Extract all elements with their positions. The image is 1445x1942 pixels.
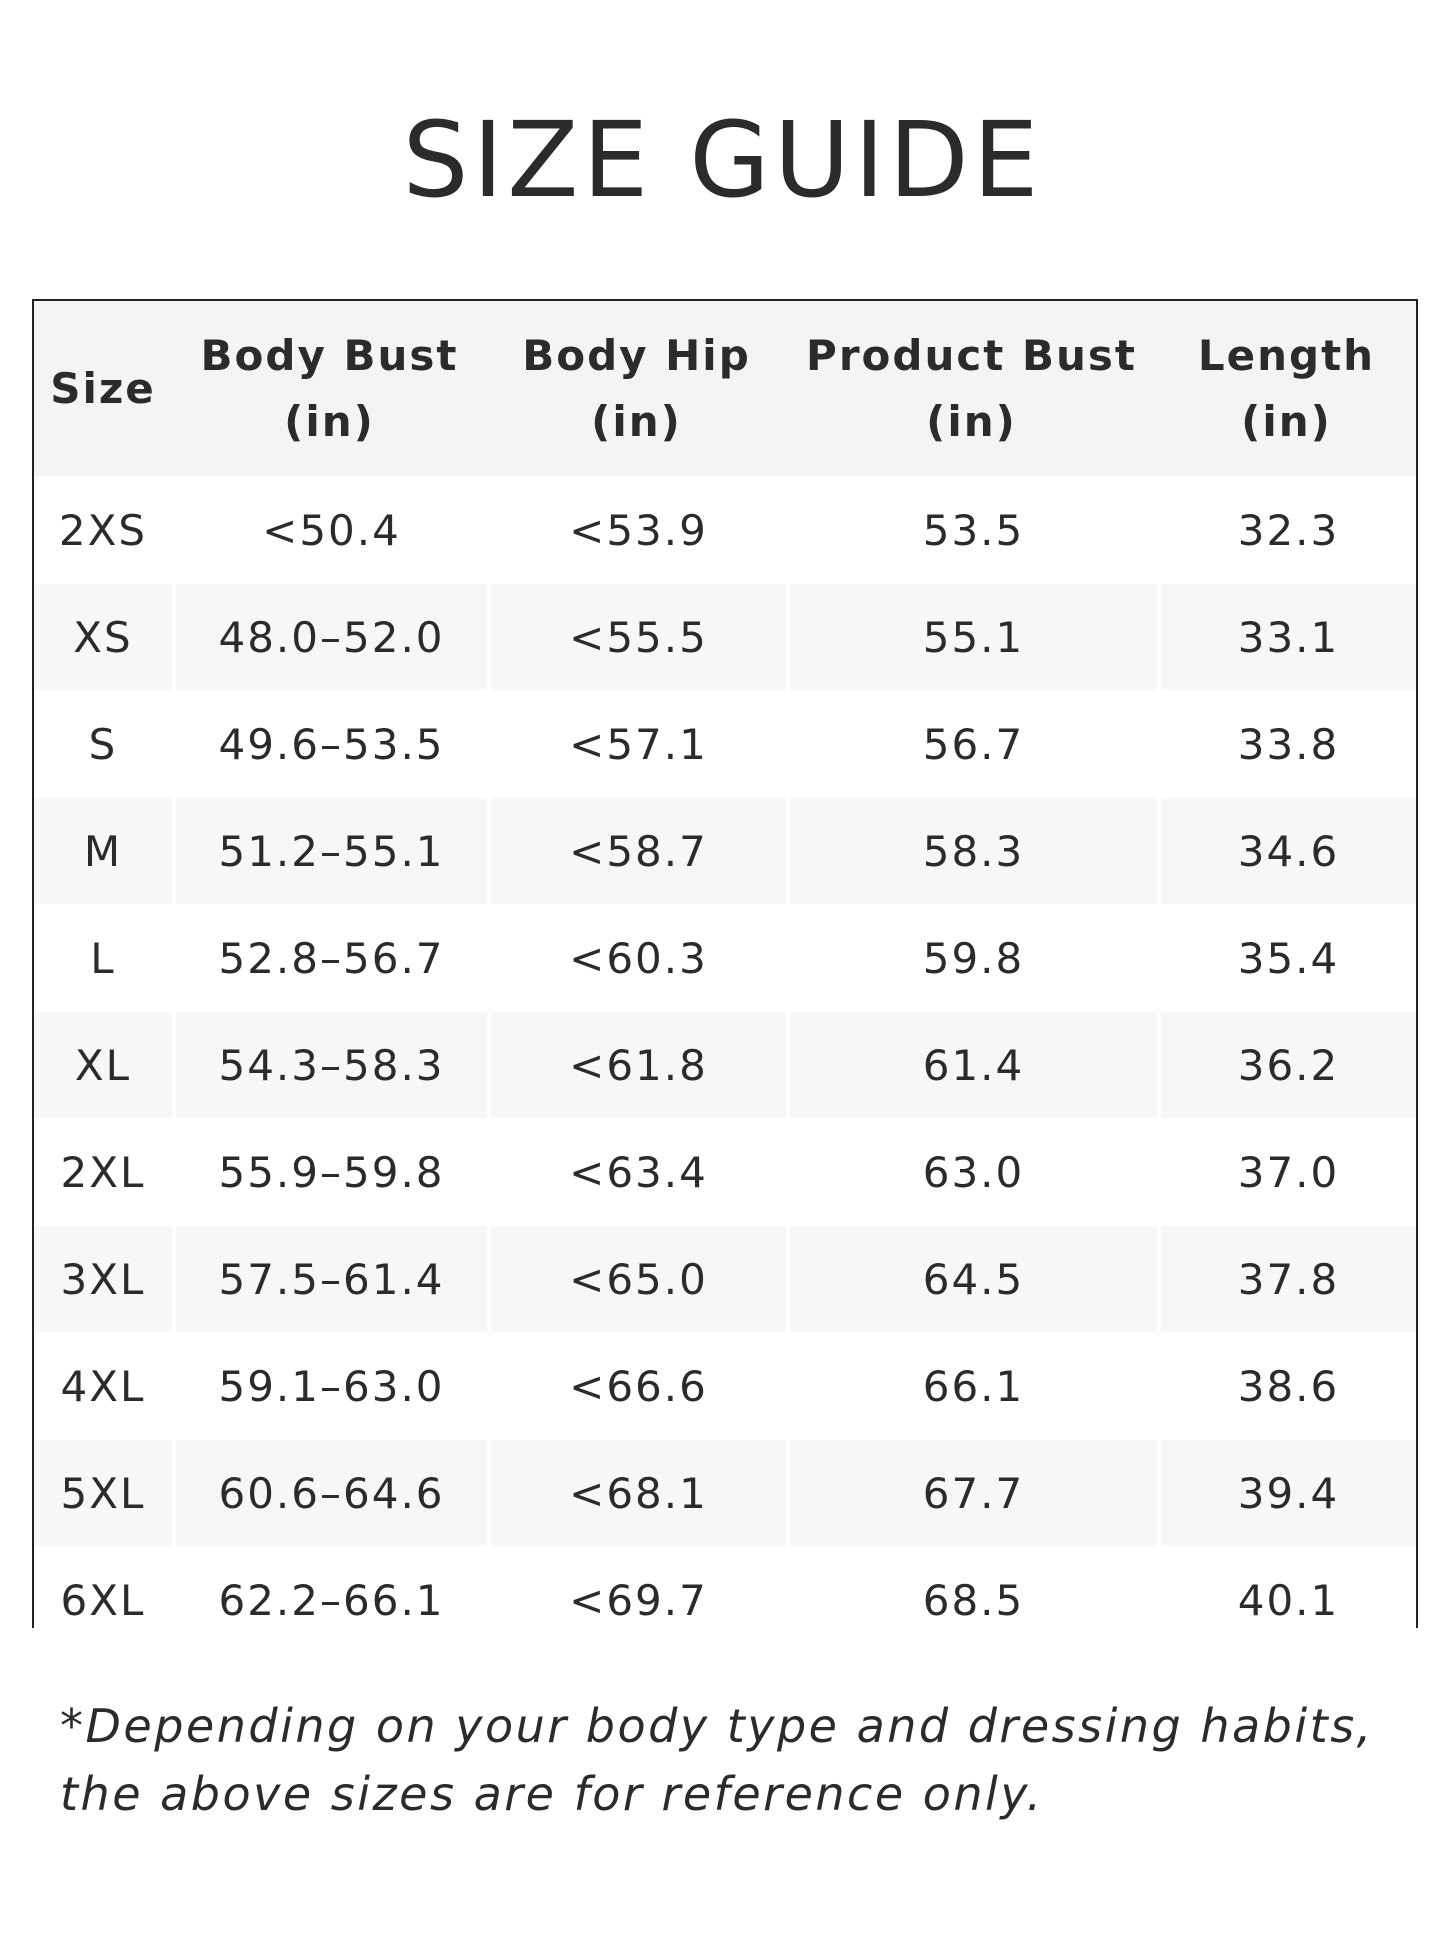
table-cell: 3XL — [34, 1225, 172, 1332]
table-cell: <66.6 — [487, 1332, 786, 1439]
table-cell: <60.3 — [487, 904, 786, 1011]
table-cell: 58.3 — [786, 797, 1157, 904]
table-cell: <53.9 — [487, 476, 786, 583]
column-header: Body Hip (in) — [487, 301, 786, 476]
table-cell: XL — [34, 1011, 172, 1118]
table-cell: <58.7 — [487, 797, 786, 904]
table-cell: 66.1 — [786, 1332, 1157, 1439]
column-header: Body Bust (in) — [172, 301, 487, 476]
table-cell: 56.7 — [786, 690, 1157, 797]
table-row: 2XL 55.9–59.8 <63.4 63.0 37.0 — [34, 1118, 1416, 1225]
table-cell: 53.5 — [786, 476, 1157, 583]
table-cell: 57.5–61.4 — [172, 1225, 487, 1332]
table-cell: 48.0–52.0 — [172, 583, 487, 690]
table-row: 4XL 59.1–63.0 <66.6 66.1 38.6 — [34, 1332, 1416, 1439]
table-cell: 6XL — [34, 1546, 172, 1653]
table-cell: 67.7 — [786, 1439, 1157, 1546]
table-cell: 61.4 — [786, 1011, 1157, 1118]
table-cell: <65.0 — [487, 1225, 786, 1332]
table-cell: <63.4 — [487, 1118, 786, 1225]
table-cell: XS — [34, 583, 172, 690]
column-header: Length (in) — [1157, 301, 1416, 476]
table-cell: 2XS — [34, 476, 172, 583]
table-cell: L — [34, 904, 172, 1011]
table-cell: <55.5 — [487, 583, 786, 690]
table-cell: 68.5 — [786, 1546, 1157, 1653]
table-body: 2XS <50.4 <53.9 53.5 32.3 XS 48.0–52.0 <55.5 55.… — [34, 476, 1416, 1653]
table-cell: 37.8 — [1157, 1225, 1416, 1332]
table-cell: 62.2–66.1 — [172, 1546, 487, 1653]
table-cell: 5XL — [34, 1439, 172, 1546]
table-row: 3XL 57.5–61.4 <65.0 64.5 37.8 — [34, 1225, 1416, 1332]
table-cell: 59.1–63.0 — [172, 1332, 487, 1439]
table-row: 6XL 62.2–66.1 <69.7 68.5 40.1 — [34, 1546, 1416, 1653]
table-cell: <50.4 — [172, 476, 487, 583]
table-cell: M — [34, 797, 172, 904]
table-cell: 36.2 — [1157, 1011, 1416, 1118]
column-header: Product Bust (in) — [786, 301, 1157, 476]
table-cell: 33.1 — [1157, 583, 1416, 690]
table-cell: 33.8 — [1157, 690, 1416, 797]
header-row: Size Body Bust (in) Body Hip (in) Product B… — [34, 301, 1416, 476]
table-cell: 55.1 — [786, 583, 1157, 690]
table-cell: 39.4 — [1157, 1439, 1416, 1546]
table-cell: 38.6 — [1157, 1332, 1416, 1439]
title: SIZE GUIDE — [402, 99, 1043, 221]
table-cell: 59.8 — [786, 904, 1157, 1011]
table-cell: 54.3–58.3 — [172, 1011, 487, 1118]
table-cell: <69.7 — [487, 1546, 786, 1653]
table-cell: 2XL — [34, 1118, 172, 1225]
table-cell: <61.8 — [487, 1011, 786, 1118]
table: Size Body Bust (in) Body Hip (in) Product B… — [34, 301, 1416, 1653]
table-cell: S — [34, 690, 172, 797]
table-row: L 52.8–56.7 <60.3 59.8 35.4 — [34, 904, 1416, 1011]
table-cell: 60.6–64.6 — [172, 1439, 487, 1546]
table-cell: 37.0 — [1157, 1118, 1416, 1225]
table-cell: 4XL — [34, 1332, 172, 1439]
table-cell: 55.9–59.8 — [172, 1118, 487, 1225]
table-cell: 40.1 — [1157, 1546, 1416, 1653]
table-cell: <68.1 — [487, 1439, 786, 1546]
table-cell: 64.5 — [786, 1225, 1157, 1332]
table-cell: 34.6 — [1157, 797, 1416, 904]
table-row: M 51.2–55.1 <58.7 58.3 34.6 — [34, 797, 1416, 904]
table-cell: 63.0 — [786, 1118, 1157, 1225]
table-cell: 35.4 — [1157, 904, 1416, 1011]
table-row: XL 54.3–58.3 <61.8 61.4 36.2 — [34, 1011, 1416, 1118]
column-header: Size — [34, 301, 172, 476]
table-cell: 51.2–55.1 — [172, 797, 487, 904]
footnote: *Depending on your body type and dressin… — [60, 1699, 1374, 1821]
table-cell: 52.8–56.7 — [172, 904, 487, 1011]
table-row: 5XL 60.6–64.6 <68.1 67.7 39.4 — [34, 1439, 1416, 1546]
table-row: S 49.6–53.5 <57.1 56.7 33.8 — [34, 690, 1416, 797]
table-cell: 32.3 — [1157, 476, 1416, 583]
table-cell: <57.1 — [487, 690, 786, 797]
size-table: Size Body Bust (in) Body Hip (in) Product B… — [32, 299, 1418, 1653]
table-row: 2XS <50.4 <53.9 53.5 32.3 — [34, 476, 1416, 583]
table-cell: 49.6–53.5 — [172, 690, 487, 797]
table-row: XS 48.0–52.0 <55.5 55.1 33.1 — [34, 583, 1416, 690]
